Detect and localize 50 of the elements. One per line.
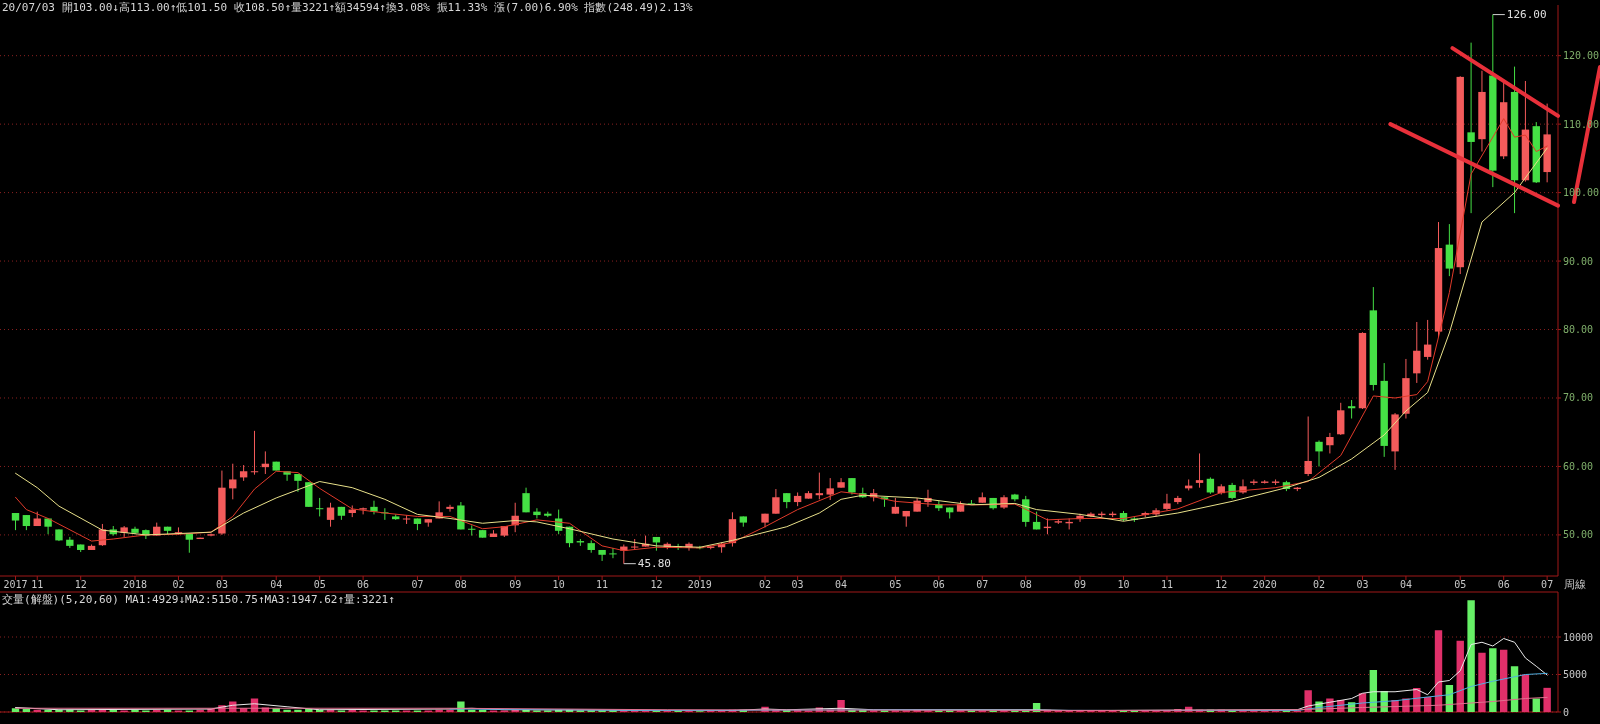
- y-tick-label: 10000: [1563, 631, 1594, 643]
- x-tick-label: 07: [411, 579, 424, 590]
- x-tick-label: 03: [1356, 579, 1369, 590]
- x-tick-label: 04: [1399, 579, 1412, 590]
- x-tick-label: 05: [1454, 579, 1467, 590]
- x-tick-label: 12: [1215, 579, 1228, 590]
- x-tick-label: 06: [932, 579, 945, 590]
- x-tick-label: 2018: [122, 579, 148, 590]
- x-tick-label: 11: [31, 579, 44, 590]
- x-tick-label: 02: [1313, 579, 1326, 590]
- x-tick-label: 07: [1541, 579, 1554, 590]
- chart-title: 交量(解盤)(5,20,60) MA1:4929↓MA2:5150.75↑MA3:1947.62↑量:3221↑: [2, 593, 395, 606]
- x-tick-label: 08: [454, 579, 467, 590]
- x-tick-label: 09: [1074, 579, 1087, 590]
- annotation: 45.80: [637, 557, 671, 571]
- y-tick-label: 70.00: [1563, 392, 1594, 404]
- x-tick-label: 04: [270, 579, 283, 590]
- x-tick-label: 02: [172, 579, 185, 590]
- annotation: 45.80: [623, 557, 671, 571]
- y-tick-label: 80.00: [1563, 324, 1594, 336]
- y-tick-label: 120.00: [1563, 50, 1600, 62]
- y-tick-label: 5000: [1563, 669, 1588, 680]
- annotation: 126.00: [1492, 8, 1547, 22]
- x-tick-label: 11: [1160, 579, 1173, 590]
- x-tick-label: 06: [357, 579, 370, 590]
- x-tick-label: 04: [835, 579, 848, 590]
- x-tick-label: 2017: [3, 579, 28, 590]
- chart-title: 20/07/03 開103.00↓高113.00↑低101.50 收108.50↑量3221↑額34594↑換3.08% 振11.33% 漲(7.00)6.90% 指數(248.49)2.13%: [2, 1, 693, 14]
- annotation: 126.00: [1506, 8, 1547, 22]
- x-tick-label: 03: [215, 579, 228, 590]
- x-tick-label: 08: [1019, 579, 1032, 590]
- x-tick-label: 12: [74, 579, 87, 590]
- x-tick-label: 05: [313, 579, 326, 590]
- x-tick-label: 11: [596, 579, 609, 590]
- y-tick-label: 50.00: [1563, 529, 1594, 541]
- x-tick-label: 03: [791, 579, 804, 590]
- x-tick-label: 10: [1117, 579, 1130, 590]
- x-tick-label: 05: [889, 579, 902, 590]
- x-tick-label: 07: [976, 579, 989, 590]
- x-tick-label: 02: [759, 579, 772, 590]
- x-tick-label: 10: [552, 579, 565, 590]
- y-tick-label: 60.00: [1563, 460, 1594, 472]
- y-tick-label: 0: [1563, 706, 1570, 718]
- x-tick-label: 09: [509, 579, 522, 590]
- x-tick-label: 2020: [1252, 579, 1277, 590]
- x-axis-title: 周線: [1564, 578, 1586, 591]
- x-tick-label: 2019: [687, 579, 712, 590]
- x-tick-label: 12: [650, 579, 663, 590]
- x-tick-label: 06: [1497, 579, 1510, 590]
- y-tick-label: 90.00: [1563, 255, 1594, 267]
